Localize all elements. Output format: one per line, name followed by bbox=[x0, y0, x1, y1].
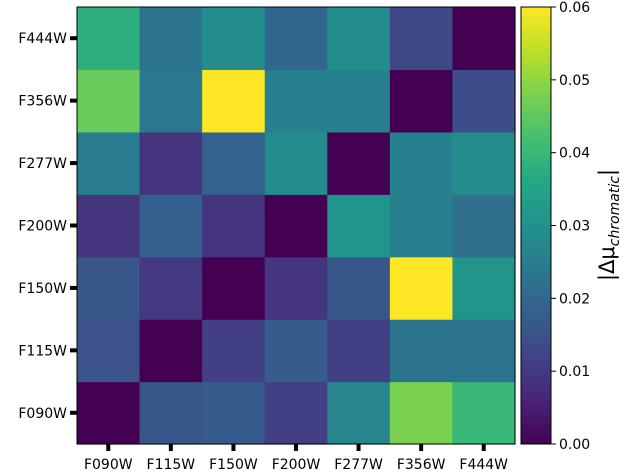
heatmap-cell bbox=[202, 69, 266, 133]
heatmap-cell bbox=[327, 381, 391, 445]
y-tick-label: F115W bbox=[18, 343, 67, 359]
heatmap-cell bbox=[264, 7, 328, 71]
heatmap-cell bbox=[202, 381, 266, 445]
heatmap-cell bbox=[264, 381, 328, 445]
x-axis: F090W F115W F150W F200W F277W F356W F444W bbox=[84, 444, 508, 473]
colorbar-tick-label: 0.03 bbox=[559, 219, 590, 235]
heatmap-cell bbox=[327, 7, 391, 71]
colorbar bbox=[520, 6, 552, 445]
y-tick-label: F200W bbox=[18, 219, 67, 235]
heatmap-cell bbox=[139, 256, 203, 320]
colorbar-tick-label: 0.06 bbox=[559, 0, 590, 16]
heatmap-cell bbox=[389, 381, 454, 445]
heatmap-cell bbox=[452, 131, 516, 195]
y-axis: F090W F115W F150W F200W F277W F356W F444W bbox=[18, 31, 77, 422]
heatmap-cell bbox=[139, 131, 203, 195]
y-tick-label: F090W bbox=[18, 406, 67, 422]
x-tick-label: F090W bbox=[84, 457, 133, 473]
heatmap-cell bbox=[452, 69, 516, 133]
heatmap-cell bbox=[389, 194, 454, 258]
heatmap-cell bbox=[389, 256, 454, 320]
heatmap-cell bbox=[77, 381, 141, 445]
colorbar-tick-label: 0.04 bbox=[559, 146, 590, 162]
colorbar-tick-label: 0.01 bbox=[559, 364, 590, 380]
heatmap-cell bbox=[327, 69, 391, 133]
heatmap-cell bbox=[202, 319, 266, 383]
heatmap-cell bbox=[139, 319, 203, 383]
heatmap-cell bbox=[139, 69, 203, 133]
heatmap-cell bbox=[77, 7, 141, 71]
x-tick-label: F115W bbox=[147, 457, 196, 473]
y-tick-label: F356W bbox=[18, 94, 67, 110]
heatmap-cell bbox=[77, 319, 141, 383]
heatmap-cell bbox=[77, 69, 141, 133]
heatmap-cell bbox=[139, 381, 203, 445]
colorbar-tick-label: 0.02 bbox=[559, 291, 590, 307]
colorbar-tick-label: 0.00 bbox=[559, 437, 590, 453]
heatmap-cell bbox=[77, 131, 141, 195]
y-tick-label: F277W bbox=[18, 156, 67, 172]
heatmap-cell bbox=[327, 194, 391, 258]
y-tick-label: F150W bbox=[18, 281, 67, 297]
heatmap-cell bbox=[202, 256, 266, 320]
x-tick-label: F277W bbox=[334, 457, 383, 473]
heatmap-cell bbox=[139, 7, 203, 71]
colorbar-tick-label: 0.05 bbox=[559, 73, 590, 89]
colorbar-label-sub: chromatic bbox=[607, 176, 623, 246]
heatmap-cell bbox=[452, 381, 516, 445]
heatmap-cell bbox=[139, 194, 203, 258]
heatmap-cell bbox=[389, 7, 454, 71]
heatmap-cell bbox=[327, 319, 391, 383]
colorbar-label-main: |Δμ bbox=[595, 246, 620, 281]
heatmap-cell bbox=[452, 319, 516, 383]
x-tick-label: F150W bbox=[209, 457, 258, 473]
heatmap-cells bbox=[77, 7, 516, 445]
heatmap-cell bbox=[264, 194, 328, 258]
heatmap-cell bbox=[389, 319, 454, 383]
y-tick-label: F444W bbox=[18, 31, 67, 47]
heatmap-cell bbox=[452, 256, 516, 320]
heatmap-cell bbox=[77, 256, 141, 320]
colorbar-label: |Δμchromatic| bbox=[595, 169, 623, 281]
heatmap-cell bbox=[452, 194, 516, 258]
heatmap-cell bbox=[264, 69, 328, 133]
heatmap-cell bbox=[264, 319, 328, 383]
heatmap-cell bbox=[452, 7, 516, 71]
x-tick-label: F356W bbox=[397, 457, 446, 473]
heatmap-cell bbox=[327, 256, 391, 320]
heatmap-cell bbox=[389, 69, 454, 133]
heatmap-cell bbox=[202, 7, 266, 71]
x-tick-label: F200W bbox=[272, 457, 321, 473]
x-tick-label: F444W bbox=[459, 457, 508, 473]
heatmap-cell bbox=[77, 194, 141, 258]
heatmap-cell bbox=[264, 131, 328, 195]
heatmap-cell bbox=[389, 131, 454, 195]
colorbar-axis: 0.00 0.01 0.02 0.03 0.04 0.05 0.06 bbox=[551, 0, 590, 453]
heatmap-cell bbox=[264, 256, 328, 320]
colorbar-label-end: | bbox=[595, 169, 620, 176]
heatmap-cell bbox=[202, 194, 266, 258]
heatmap-cell bbox=[327, 131, 391, 195]
heatmap-cell bbox=[202, 131, 266, 195]
